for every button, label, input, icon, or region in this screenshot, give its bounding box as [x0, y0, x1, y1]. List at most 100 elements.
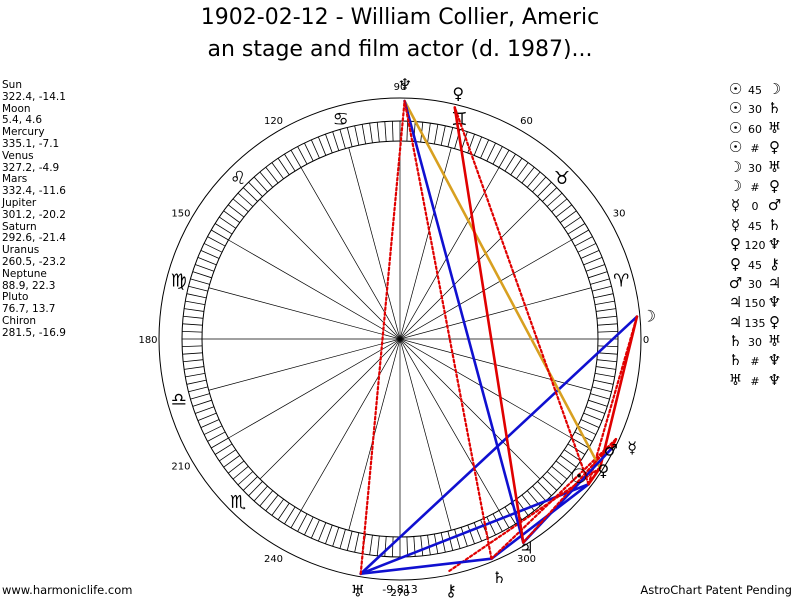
degree-tick [354, 532, 360, 553]
degree-tick [200, 419, 220, 429]
degree-tick [354, 125, 360, 146]
aspect-value: 45 [748, 84, 762, 97]
degree-tick [376, 122, 380, 143]
aspect-row: ☽ # ♀ [727, 177, 783, 196]
patent-notice: AstroChart Patent Pending [640, 583, 792, 597]
degree-tick [182, 345, 203, 348]
degree-tick [190, 278, 210, 285]
degree-tick [516, 498, 529, 516]
planet-name: Uranus [2, 244, 40, 257]
planet-name: Sun [2, 79, 22, 91]
degree-tick [290, 150, 302, 168]
aspect-line [598, 315, 639, 470]
degree-tick [242, 187, 258, 202]
chart-title-line-1: 1902-02-12 - William Collier, Americ [200, 5, 600, 30]
center-value-label: -9,813 [382, 583, 417, 596]
degree-label: 180 [138, 335, 157, 346]
degree-tick [593, 379, 614, 385]
aspect-planet-glyph: ♂ [767, 196, 782, 215]
aspect-row: ♄ 30 ♅ [727, 332, 783, 351]
aspect-planet-glyph: ☿ [730, 196, 741, 215]
aspect-planet-glyph: ☽ [767, 80, 782, 98]
degree-tick [596, 366, 616, 370]
degree-tick [592, 285, 612, 292]
degree-tick [219, 449, 237, 462]
degree-tick [406, 121, 409, 142]
aspect-planet-glyph: ♀ [769, 312, 780, 331]
planet-coords: 76.7, 13.7 [2, 303, 56, 316]
planet-glyph-mercury: ☿ [627, 438, 637, 457]
degree-tick [580, 249, 600, 259]
degree-tick [317, 522, 327, 542]
planet-glyph-mars: ♂ [604, 440, 618, 459]
degree-tick [203, 243, 223, 253]
aspect-row: ☉ # ♀ [727, 138, 783, 157]
degree-tick [186, 293, 207, 299]
degree-tick [277, 502, 290, 520]
degree-tick [590, 393, 610, 400]
degree-tick [596, 308, 616, 312]
degree-tick [310, 139, 320, 159]
degree-tick [406, 536, 409, 557]
aspect-planet-glyph: ♀ [730, 235, 741, 254]
aspect-planet-glyph: ♄ [767, 215, 782, 234]
degree-tick [420, 535, 424, 556]
degree-tick [227, 460, 245, 474]
planet-coords: 335.1, -7.1 [2, 137, 60, 150]
degree-tick [590, 278, 610, 285]
degree-tick [195, 264, 215, 272]
degree-tick [467, 524, 475, 544]
aspect-value: # [750, 180, 760, 194]
degree-tick [486, 516, 496, 536]
degree-tick [555, 204, 573, 218]
aspect-row: ☉ 60 ♅ [727, 119, 783, 138]
degree-tick [510, 158, 523, 176]
degree-tick [297, 146, 308, 165]
planet-coords: 292.6, -21.4 [2, 232, 66, 245]
planet-name: Chiron [2, 314, 37, 327]
degree-tick [585, 406, 605, 414]
zodiac-sign-glyph: ♈ [613, 271, 629, 292]
degree-tick [203, 425, 223, 435]
degree-tick [577, 243, 597, 253]
degree-tick [297, 513, 308, 532]
degree-tick [577, 425, 597, 435]
degree-tick [504, 153, 516, 172]
degree-tick [207, 236, 226, 247]
degree-tick [325, 134, 333, 154]
aspect-line [359, 315, 639, 576]
degree-tick [211, 437, 229, 449]
zodiac-sign-glyph: ♋ [333, 109, 349, 130]
aspect-planet-glyph: ☽ [728, 176, 743, 195]
aspect-planet-glyph: ♃ [728, 293, 743, 312]
planet-coords: 5.4, 4.6 [2, 114, 43, 127]
degree-tick [567, 223, 586, 235]
degree-tick [188, 386, 208, 393]
degree-tick [369, 535, 373, 555]
degree-tick [290, 510, 302, 528]
degree-tick [339, 129, 346, 149]
degree-tick [259, 490, 274, 507]
website-link[interactable]: www.harmoniclife.com [2, 583, 133, 597]
degree-tick [526, 171, 541, 188]
aspect-value: 45 [748, 219, 762, 233]
zodiac-sign-glyph: ♍ [171, 271, 187, 292]
aspect-planet-glyph: ♆ [767, 370, 782, 389]
aspect-planet-glyph: ♆ [767, 293, 782, 312]
degree-tick [585, 264, 605, 272]
aspect-planet-glyph: ☉ [728, 80, 743, 98]
degree-tick [183, 315, 204, 319]
aspect-value: # [750, 355, 760, 369]
aspect-planet-glyph: ♅ [767, 332, 782, 351]
degree-tick [182, 323, 203, 326]
planet-name: Mercury [2, 126, 45, 139]
degree-tick [597, 330, 618, 333]
degree-tick [192, 399, 212, 407]
planet-name: Neptune [2, 267, 47, 280]
aspect-planet-glyph: ♄ [728, 332, 743, 351]
degree-tick [227, 204, 245, 218]
planet-name: Pluto [2, 291, 29, 304]
aspect-planet-glyph: ☉ [728, 118, 743, 137]
degree-tick [542, 476, 558, 491]
